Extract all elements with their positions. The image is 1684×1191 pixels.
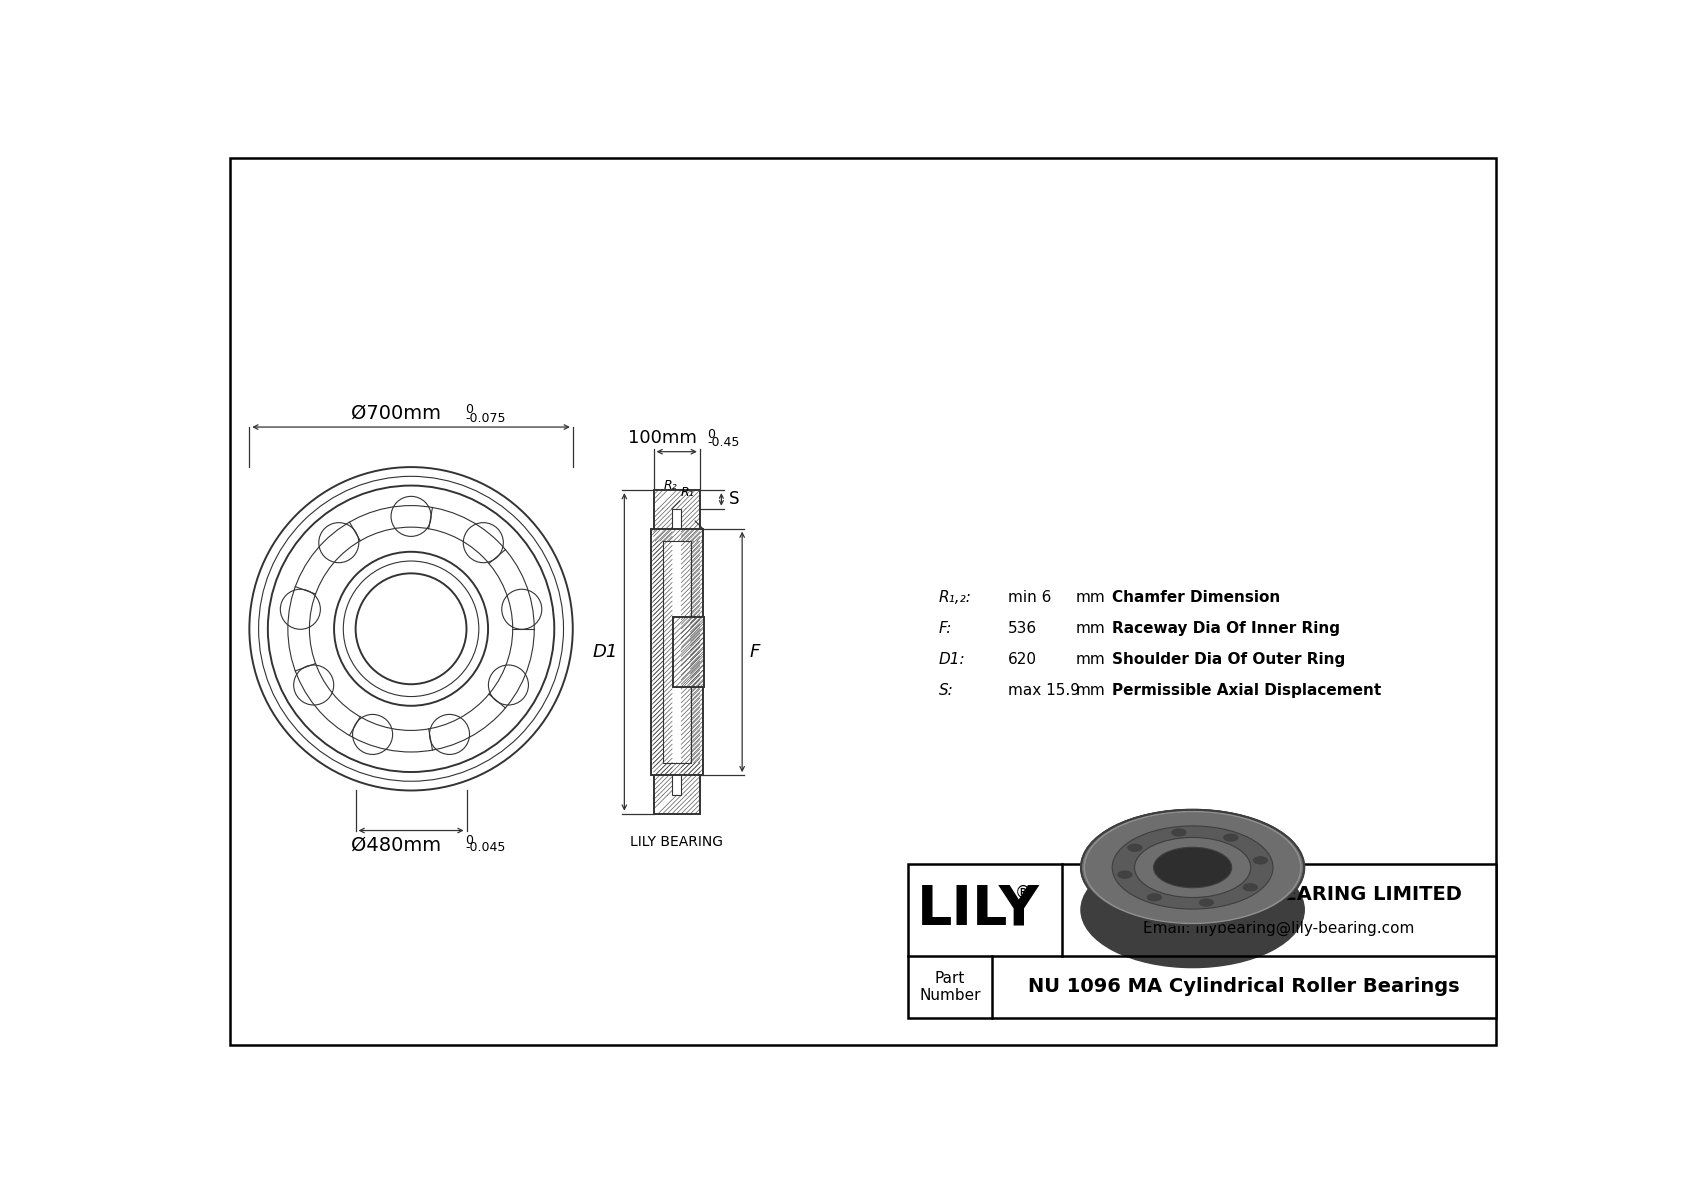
Ellipse shape — [1199, 899, 1214, 906]
Ellipse shape — [1128, 844, 1142, 852]
Text: mm: mm — [1076, 653, 1105, 667]
Bar — [663, 541, 690, 762]
Text: Permissible Axial Displacement: Permissible Axial Displacement — [1111, 682, 1381, 698]
Text: Chamfer Dimension: Chamfer Dimension — [1111, 591, 1280, 605]
Ellipse shape — [1081, 852, 1305, 967]
Text: Ø480mm: Ø480mm — [350, 835, 441, 854]
Text: Email: lilybearing@lily-bearing.com: Email: lilybearing@lily-bearing.com — [1143, 921, 1415, 936]
Text: Part
Number: Part Number — [919, 971, 980, 1003]
Text: S: S — [729, 491, 739, 509]
Text: mm: mm — [1076, 682, 1105, 698]
Text: NU 1096 MA Cylindrical Roller Bearings: NU 1096 MA Cylindrical Roller Bearings — [1029, 978, 1460, 997]
Text: 620: 620 — [1007, 653, 1037, 667]
Text: F: F — [749, 643, 759, 661]
Text: F:: F: — [938, 622, 951, 636]
Ellipse shape — [1111, 825, 1273, 909]
Text: Ø700mm: Ø700mm — [350, 404, 441, 423]
Text: Shoulder Dia Of Outer Ring: Shoulder Dia Of Outer Ring — [1111, 653, 1346, 667]
Ellipse shape — [1172, 829, 1186, 836]
Text: ®: ® — [1015, 884, 1032, 902]
Ellipse shape — [1118, 871, 1132, 878]
Ellipse shape — [1081, 810, 1305, 925]
Ellipse shape — [1154, 847, 1231, 887]
Text: -0.45: -0.45 — [707, 436, 739, 449]
Text: max 15.9: max 15.9 — [1007, 682, 1079, 698]
Ellipse shape — [1243, 884, 1258, 891]
Text: Raceway Dia Of Inner Ring: Raceway Dia Of Inner Ring — [1111, 622, 1340, 636]
Bar — [674, 617, 704, 686]
Text: LILY: LILY — [918, 883, 1041, 937]
Text: 0: 0 — [465, 834, 473, 847]
Text: 0: 0 — [707, 428, 716, 441]
Text: -0.075: -0.075 — [465, 412, 505, 425]
Text: D1:: D1: — [938, 653, 965, 667]
Text: -0.045: -0.045 — [465, 841, 505, 854]
Text: 0: 0 — [465, 404, 473, 417]
Bar — [653, 491, 701, 813]
Ellipse shape — [1135, 837, 1251, 898]
Text: R₁,₂:: R₁,₂: — [938, 591, 972, 605]
Ellipse shape — [1224, 834, 1238, 841]
Bar — [650, 529, 702, 775]
Bar — [908, 863, 1495, 1017]
Bar — [672, 509, 682, 796]
Ellipse shape — [1147, 893, 1162, 902]
Text: SHANGHAI LILY BEARING LIMITED: SHANGHAI LILY BEARING LIMITED — [1096, 885, 1462, 904]
Text: LILY BEARING: LILY BEARING — [630, 835, 722, 849]
Text: mm: mm — [1076, 591, 1105, 605]
Text: min 6: min 6 — [1007, 591, 1051, 605]
Text: 100mm: 100mm — [628, 429, 697, 447]
Text: R₂: R₂ — [663, 479, 677, 492]
Text: 536: 536 — [1007, 622, 1037, 636]
Text: R₁: R₁ — [680, 486, 694, 499]
Text: S:: S: — [938, 682, 953, 698]
Text: mm: mm — [1076, 622, 1105, 636]
Text: D1: D1 — [593, 643, 618, 661]
Ellipse shape — [1253, 856, 1268, 865]
Polygon shape — [1093, 810, 1292, 884]
Polygon shape — [1155, 847, 1229, 904]
